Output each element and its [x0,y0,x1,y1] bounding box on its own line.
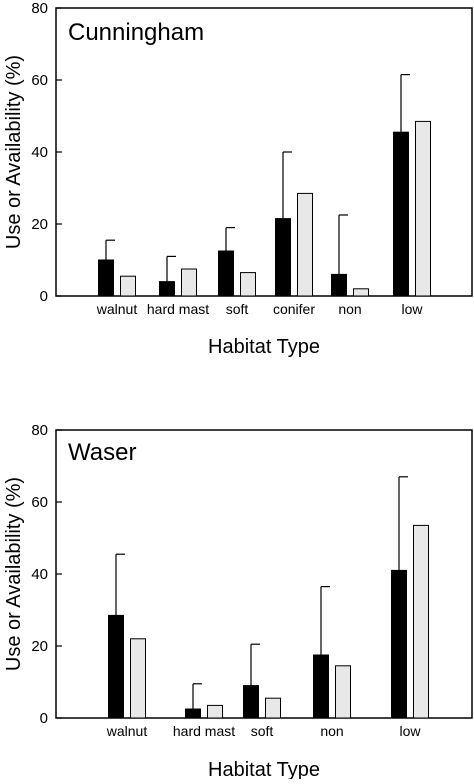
x-axis-label-2: Habitat Type [208,759,320,779]
bar-use [243,685,259,719]
y-axis-label-2: Use or Availability (%) [3,477,25,671]
bar-availability [297,192,313,297]
bar-availability [415,120,431,297]
bar-availability [265,697,281,719]
chart-title-1: Cunningham [68,19,204,46]
y-tick-label: 0 [40,288,48,305]
x-category-label: low [401,301,423,317]
bar-availability [207,704,223,719]
bar-availability [335,665,351,719]
bar-use [313,654,329,719]
bar-use [393,131,409,297]
bar-use [275,218,291,297]
bar-availability [181,268,197,297]
bar-use [185,708,201,719]
y-tick-label: 20 [31,216,48,233]
y-tick-label: 0 [40,710,48,727]
chart-title-2: Waser [68,439,136,466]
bar-availability [353,288,369,297]
y-tick-label: 80 [31,0,48,17]
bar-use [108,614,124,719]
y-tick-label: 60 [31,72,48,89]
x-category-label: hard mast [173,723,235,739]
marks-cunningham: 0 20 40 60 80 walnut hard mast soft conifer non lo… [31,0,431,317]
bar-use [218,250,234,297]
plot-frame-1 [55,7,473,297]
bar-use [159,281,175,297]
bar-use [331,273,347,297]
y-axis-label-1: Use or Availability (%) [3,55,25,249]
bar-availability [413,524,429,719]
x-category-label: walnut [106,723,148,739]
x-category-label: non [320,723,343,739]
marks-waser: 0 20 40 60 80 walnut hard mast soft non low [31,422,429,739]
x-category-label: soft [251,723,274,739]
bar-availability [240,272,256,297]
bar-availability [120,275,136,297]
bar-use [98,259,114,297]
x-category-label: non [338,301,361,317]
panel-cunningham: Cunningham Use or Availability (%) Habit… [3,0,473,358]
y-tick-label: 20 [31,638,48,655]
y-tick-label: 40 [31,566,48,583]
x-axis-label-1: Habitat Type [208,336,320,358]
x-category-label: hard mast [147,301,209,317]
x-category-label: soft [226,301,249,317]
y-tick-label: 40 [31,144,48,161]
x-category-label: conifer [273,301,315,317]
x-category-label: low [399,723,421,739]
bar-use [391,569,407,719]
panel-waser: Waser Use or Availability (%) Habitat Ty… [3,422,473,781]
y-tick-label: 60 [31,494,48,511]
x-category-label: walnut [96,301,138,317]
bar-availability [130,638,146,719]
y-tick-label: 80 [31,422,48,439]
